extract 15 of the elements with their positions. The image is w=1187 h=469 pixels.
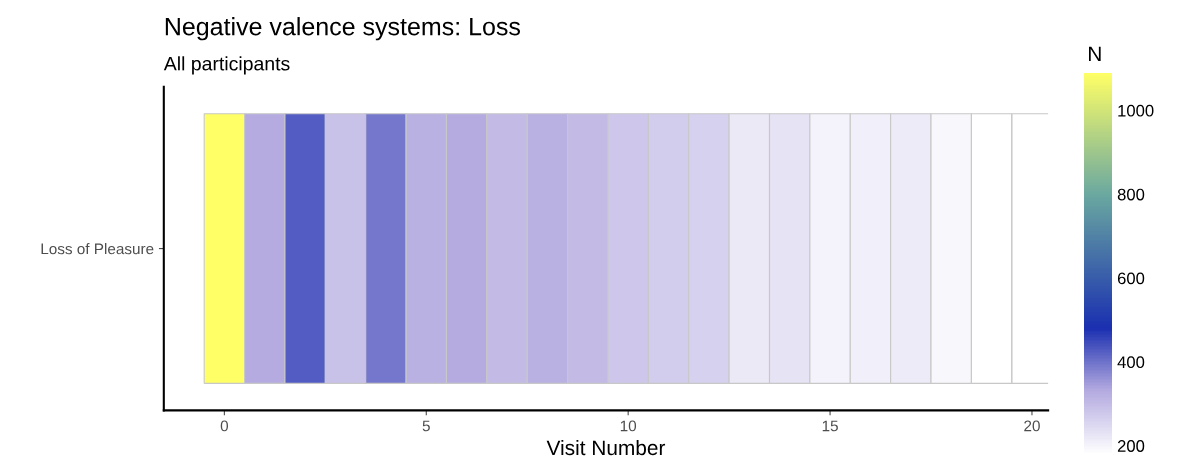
color-bar-label: 1000 [1118,104,1154,117]
x-tick-label: 15 [822,420,838,432]
color-bar-title: N [1089,46,1101,61]
x-tick-label: 5 [422,420,430,432]
color-bar-label: 400 [1117,356,1145,369]
x-tick-label: 20 [1024,420,1040,432]
chart-subtitle: All participants [163,56,290,75]
x-tick-label: 0 [220,420,229,432]
color-bar-label: 800 [1117,188,1145,201]
color-bar-label: 600 [1117,272,1145,285]
chart-title: Negative valence systems: Loss [165,17,521,41]
y-tick-label: Loss of Pleasure [41,243,154,255]
x-tick-label: 10 [620,420,637,432]
x-axis-title: Visit Number [546,439,666,456]
color-bar-label: 200 [1117,440,1145,452]
